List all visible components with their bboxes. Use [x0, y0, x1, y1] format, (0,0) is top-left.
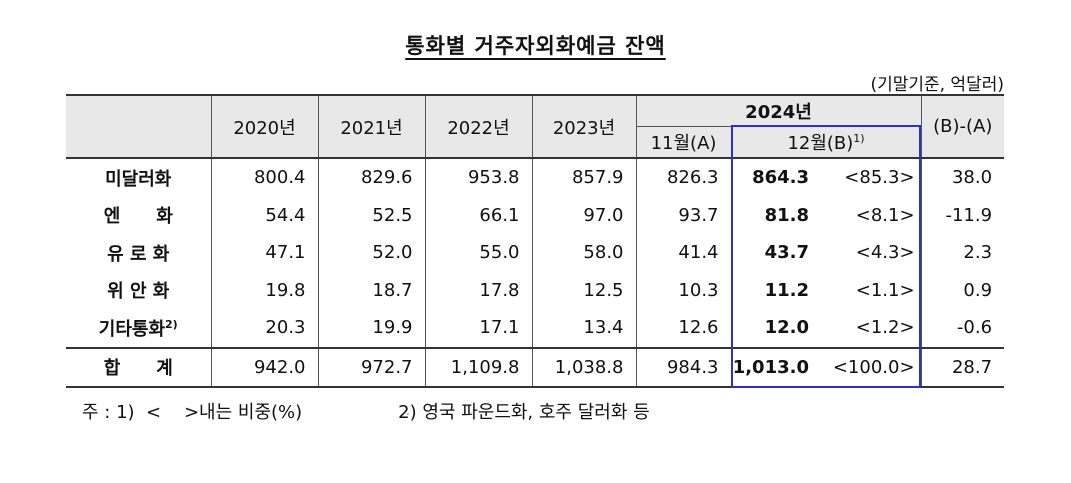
cell-v2023: 12.5	[531, 271, 636, 309]
cell-v2021: 52.0	[317, 234, 425, 272]
row-label: 유 로 화	[107, 243, 170, 265]
footnote-dot: .	[406, 404, 410, 418]
header-blank	[66, 94, 211, 158]
cell-v2020: 19.8	[210, 271, 318, 309]
col-2021: 2021년	[317, 94, 425, 158]
cell-v2023: 13.4	[531, 309, 636, 348]
cell-v2020: 942.0	[210, 346, 318, 388]
cell-dec: 864.3	[730, 157, 829, 197]
cell-v2020: 800.4	[210, 157, 318, 197]
col-2020: 2020년	[210, 94, 318, 158]
col-dec: 12월(B)1)	[730, 126, 922, 158]
table-row: 위 안 화 19.8 18.7 17.8 12.5 10.3 11.2 <1.1> 0.9	[66, 271, 1005, 309]
cell-v2023: 58.0	[531, 234, 636, 272]
cell-dec: 11.2	[730, 271, 829, 309]
col-nov: 11월(A)	[635, 126, 731, 158]
cell-nov: 984.3	[635, 346, 731, 388]
table-row: 미달러화 800.4 829.6 953.8 857.9 826.3 864.3 <85.3>…	[66, 157, 1005, 197]
row-label: 기타통화2)	[98, 317, 178, 340]
cell-v2022: 66.1	[424, 196, 532, 234]
cell-diff: 38.0	[920, 157, 1005, 197]
cell-diff: -0.6	[920, 309, 1005, 348]
table-row: 엔 화 54.4 52.5 66.1 97.0 93.7 81.8 <8.1> -11.9	[66, 196, 1005, 234]
cell-share: <1.1>	[855, 279, 915, 301]
cell-v2020: 47.1	[210, 234, 318, 272]
cell-nov: 93.7	[635, 196, 731, 234]
cell-v2020: 54.4	[210, 196, 318, 234]
cell-dec: 1,013.0	[730, 346, 829, 388]
cell-v2021: 829.6	[317, 157, 425, 197]
footnote-1: 주 : 1) < >내는 비중(%)	[82, 402, 303, 423]
cell-diff: 28.7	[920, 346, 1005, 388]
cell-v2022: 17.1	[424, 309, 532, 348]
cell-v2021: 972.7	[317, 346, 425, 388]
cell-dec: 43.7	[730, 234, 829, 272]
col-2024: 2024년	[635, 94, 922, 127]
cell-v2022: 1,109.8	[424, 346, 532, 388]
col-2023: 2023년	[531, 94, 636, 158]
table-row: 유 로 화 47.1 52.0 55.0 58.0 41.4 43.7 <4.3> 2.3	[66, 234, 1005, 272]
deposit-table: 2020년 2021년 2022년 2023년 2024년 (B)-(A) 11…	[66, 94, 1005, 388]
cell-nov: 41.4	[635, 234, 731, 272]
col-diff: (B)-(A)	[920, 94, 1005, 158]
cell-v2022: 953.8	[424, 157, 532, 197]
table-title: 통화별 거주자외화예금 잔액	[405, 34, 666, 58]
cell-share: <8.1>	[855, 204, 915, 226]
cell-nov: 12.6	[635, 309, 731, 348]
cell-share: <1.2>	[855, 317, 915, 339]
row-label: 미달러화	[66, 157, 211, 197]
cell-nov: 10.3	[635, 271, 731, 309]
footnote: 주 : 1) < >내는 비중(%) 2) 영국 파운드화, 호주 달러화 등	[82, 398, 650, 424]
cell-v2021: 19.9	[317, 309, 425, 348]
cell-diff: 0.9	[920, 271, 1005, 309]
cell-v2023: 1,038.8	[531, 346, 636, 388]
footnote-2: 2) 영국 파운드화, 호주 달러화 등	[398, 402, 650, 423]
cell-share: <4.3>	[855, 242, 915, 264]
cell-v2021: 18.7	[317, 271, 425, 309]
cell-nov: 826.3	[635, 157, 731, 197]
header-row-bottom: 11월(A) 12월(B)1)	[66, 126, 1004, 158]
table-row: 기타통화2) 20.3 19.9 17.1 13.4 12.6 12.0 <1.2> -0.6	[66, 309, 1005, 348]
col-2022: 2022년	[424, 94, 532, 158]
cell-v2021: 52.5	[317, 196, 425, 234]
cell-dec: 12.0	[730, 309, 829, 348]
row-label: 위 안 화	[107, 281, 170, 303]
cell-diff: 2.3	[920, 234, 1005, 272]
cell-v2022: 17.8	[424, 271, 532, 309]
unit-label: (기말기준, 억달러)	[870, 75, 1004, 95]
total-row: 합 계 942.0 972.7 1,109.8 1,038.8 984.3 1,013.0 <…	[66, 346, 1005, 388]
header-row-top: 2020년 2021년 2022년 2023년 2024년 (B)-(A)	[66, 94, 1005, 158]
cell-v2023: 857.9	[531, 157, 636, 197]
row-label: 엔 화	[103, 206, 173, 228]
cell-share: <85.3>	[829, 157, 922, 197]
cell-v2023: 97.0	[531, 196, 636, 234]
cell-share: <100.0>	[829, 346, 922, 388]
cell-diff: -11.9	[920, 196, 1005, 234]
cell-dec: 81.8	[730, 196, 829, 234]
row-label: 합 계	[66, 346, 211, 388]
cell-v2020: 20.3	[210, 309, 318, 348]
cell-v2022: 55.0	[424, 234, 532, 272]
